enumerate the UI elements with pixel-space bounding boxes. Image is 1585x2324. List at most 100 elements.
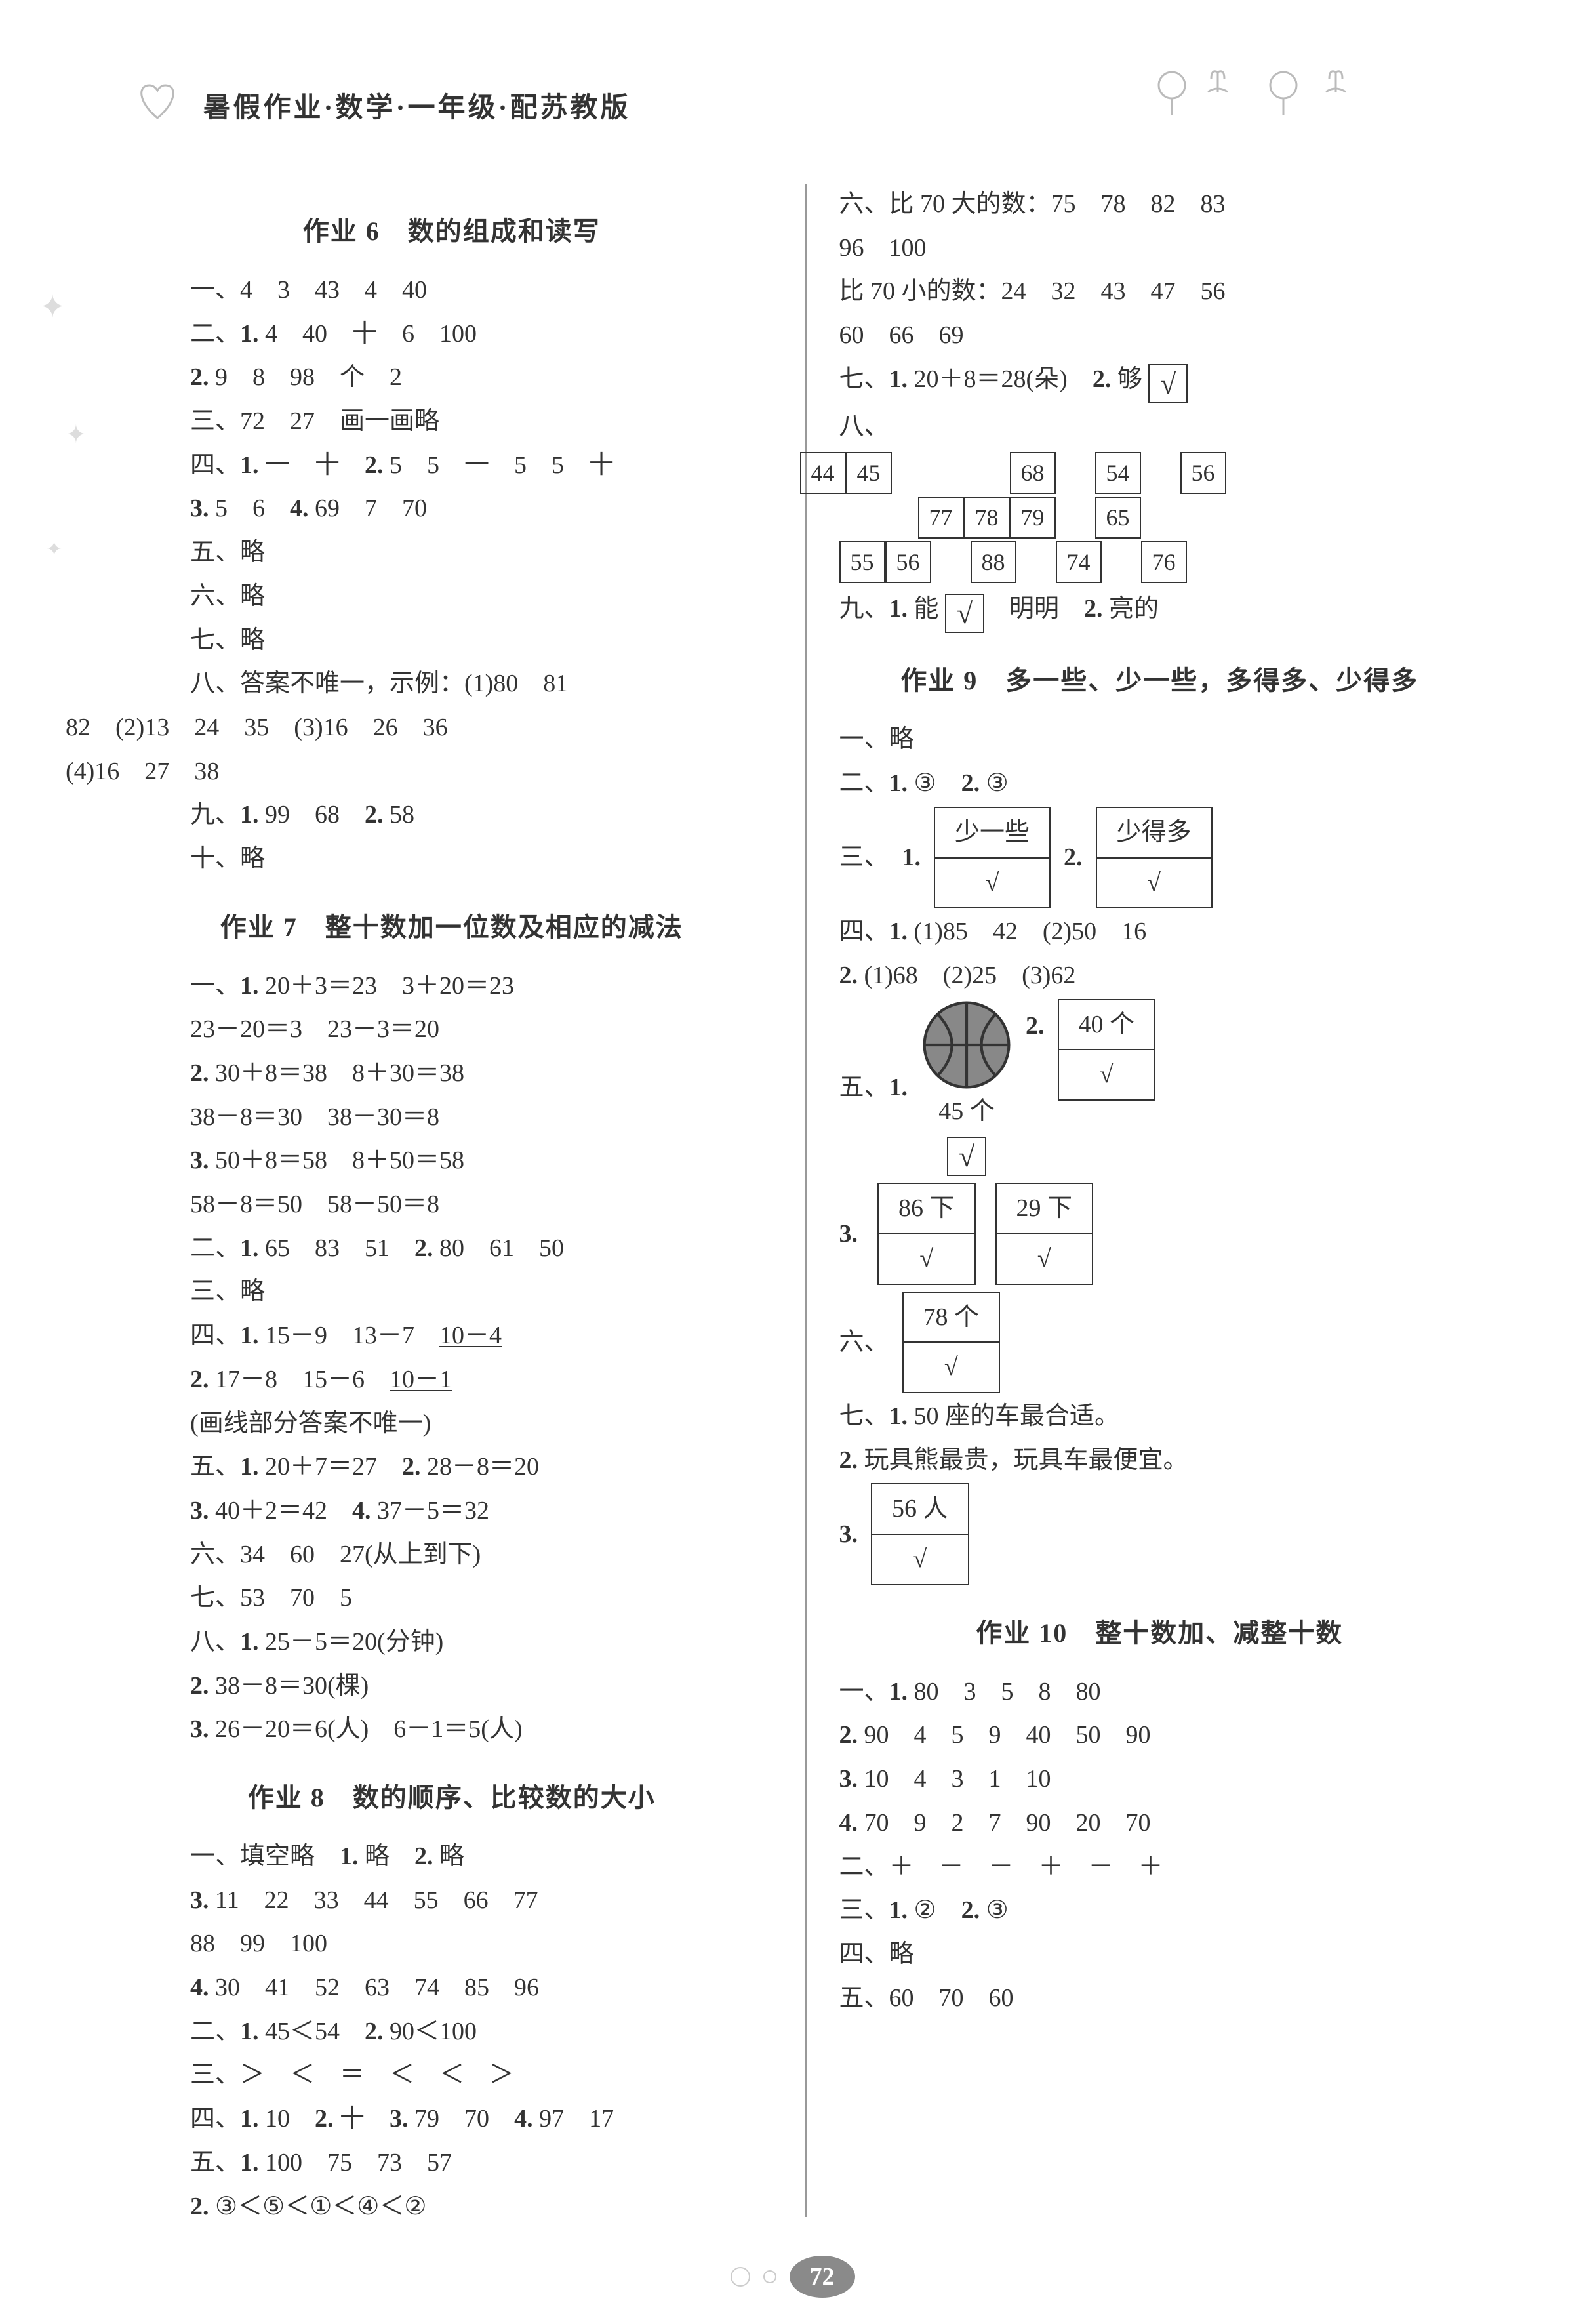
- text-line: 四、1. 15－9 13－7 10－4: [190, 1315, 772, 1356]
- label: 七、: [839, 1402, 889, 1430]
- text: 65 83 51: [259, 1234, 415, 1262]
- grid-cell: 65: [1095, 497, 1141, 539]
- left-column: 作业 6 数的组成和读写 一、4 3 43 4 40 二、1. 4 40 十 6…: [131, 184, 805, 2217]
- text: ＜: [332, 2193, 357, 2220]
- check-icon: √: [1148, 364, 1188, 403]
- star-deco-icon: ✦: [46, 538, 62, 561]
- grid-cell: 44: [800, 452, 846, 494]
- num: 1.: [240, 801, 259, 828]
- text: 20＋3＝23 3＋20＝23: [259, 972, 515, 1000]
- label: 八、: [190, 1628, 240, 1656]
- text-line: 一、1. 80 3 5 8 80: [839, 1671, 1481, 1713]
- text-line: 三、＞ ＜ ＝ ＜ ＜ ＞: [190, 2054, 772, 2096]
- text: (1)85 42 (2)50 16: [908, 918, 1146, 945]
- answer-row: 三、1. 少一些√ 2. 少得多√: [839, 807, 1481, 908]
- text: 亮的: [1103, 595, 1159, 622]
- box-top: 少得多: [1097, 808, 1211, 859]
- text-line: 八、1. 25－5＝20(分钟): [190, 1621, 772, 1663]
- circled: ①: [310, 2193, 332, 2220]
- text: 100 75 73 57: [259, 2149, 452, 2176]
- text-line: 3. 40＋2＝42 4. 37－5＝32: [190, 1490, 772, 1532]
- num: 3.: [190, 495, 209, 522]
- label: 五、: [839, 1074, 889, 1101]
- text: 58: [384, 801, 415, 828]
- right-column: 六、比 70 大的数：75 78 82 83 96 100 比 70 小的数：2…: [807, 184, 1481, 2217]
- answer-box: 56 人√: [871, 1483, 969, 1585]
- text: 99 68: [259, 801, 365, 828]
- text: 9 8 98 个 2: [209, 363, 403, 391]
- text: 50 座的车最合适。: [908, 1402, 1119, 1430]
- text: 20＋8＝28(朵): [908, 365, 1093, 393]
- num: 1.: [240, 972, 259, 1000]
- heart-icon: [131, 79, 184, 131]
- text: 明明: [984, 595, 1084, 622]
- label: 三、: [839, 1896, 889, 1924]
- num: 2.: [190, 2193, 215, 2220]
- num: 3.: [839, 1213, 858, 1255]
- underlined: 10－1: [390, 1366, 452, 1393]
- label: 六、: [839, 1322, 889, 1363]
- text-line: 3. 5 6 4. 69 7 70: [190, 488, 772, 529]
- num: 4.: [190, 1974, 209, 2001]
- text: 能: [908, 595, 945, 622]
- text: 97 17: [533, 2105, 614, 2132]
- text: 一、填空略: [190, 1843, 340, 1870]
- grid-cell: 79: [1010, 497, 1056, 539]
- grid-cell: 55: [839, 541, 885, 583]
- text: ＜: [237, 2193, 262, 2220]
- page-number-badge: 72: [790, 2256, 855, 2298]
- page: ✦ ✦ ✦ 暑假作业·数学·一年级·配苏教版 作业 6 数的组成和读写: [0, 0, 1585, 2324]
- num: 4.: [290, 495, 309, 522]
- num: 1.: [240, 1234, 259, 1262]
- num: 1.: [240, 1322, 259, 1349]
- text-line: 六、比 70 大的数：75 78 82 83: [839, 184, 1481, 225]
- text-line: 四、略: [839, 1934, 1481, 1975]
- grid-cell: 74: [1056, 541, 1102, 583]
- text: 28－8＝20: [421, 1453, 540, 1480]
- underlined: 10－4: [439, 1322, 502, 1349]
- text-line: 4. 70 9 2 7 90 20 70: [839, 1803, 1481, 1844]
- star-deco-icon: ✦: [66, 420, 87, 449]
- num: 1.: [889, 1896, 914, 1924]
- num: 2.: [839, 962, 858, 989]
- text: 5 6: [209, 495, 291, 522]
- text-line: (画线部分答案不唯一): [190, 1403, 772, 1444]
- text-line: 六、略: [190, 576, 772, 617]
- grid-cell: 76: [1141, 541, 1187, 583]
- box-top: 40 个: [1059, 1000, 1155, 1051]
- box-bot: √: [1097, 859, 1211, 908]
- num: 4.: [514, 2105, 533, 2132]
- section-title: 作业 8 数的顺序、比较数的大小: [131, 1776, 772, 1820]
- answer-box: 78 个√: [902, 1292, 1001, 1393]
- num: 2.: [365, 801, 384, 828]
- num: 3.: [190, 1497, 209, 1524]
- grid-cell: 45: [846, 452, 892, 494]
- text-line: 2. 玩具熊最贵，玩具车最便宜。: [839, 1440, 1481, 1481]
- text-line: 八、: [839, 406, 1481, 447]
- num: 2.: [1093, 365, 1112, 393]
- grid-cell: 56: [885, 541, 931, 583]
- text-line: 四、1. (1)85 42 (2)50 16: [839, 911, 1481, 952]
- basketball-icon: [921, 999, 1013, 1091]
- text: 20＋7＝27: [259, 1453, 403, 1480]
- answer-row: 3. 56 人√: [839, 1483, 1481, 1585]
- num: 3.: [390, 2105, 409, 2132]
- text: 80 3 5 8 80: [908, 1678, 1101, 1705]
- text-line: 2. ③＜⑤＜①＜④＜②: [190, 2186, 772, 2228]
- text: 10 4 3 1 10: [858, 1765, 1051, 1793]
- num: 1.: [889, 918, 908, 945]
- grid-cell: 77: [918, 497, 964, 539]
- num: 1.: [240, 2018, 259, 2045]
- circled: ③: [986, 769, 1009, 797]
- text-line: 3. 26－20＝6(人) 6－1＝5(人): [190, 1709, 772, 1750]
- text: 十: [334, 2105, 390, 2132]
- text-line: 七、1. 20＋8＝28(朵) 2. 够 √: [839, 359, 1481, 403]
- grid-cell: 56: [1180, 452, 1226, 494]
- grid-cell: 78: [964, 497, 1010, 539]
- box-top: 少一些: [935, 808, 1049, 859]
- text-line: 七、53 70 5: [190, 1578, 772, 1619]
- num: 2.: [315, 2105, 334, 2132]
- label: 二、: [190, 2018, 240, 2045]
- text-line: 2. 90 4 5 9 40 50 90: [839, 1715, 1481, 1756]
- circled: ⑤: [262, 2193, 285, 2220]
